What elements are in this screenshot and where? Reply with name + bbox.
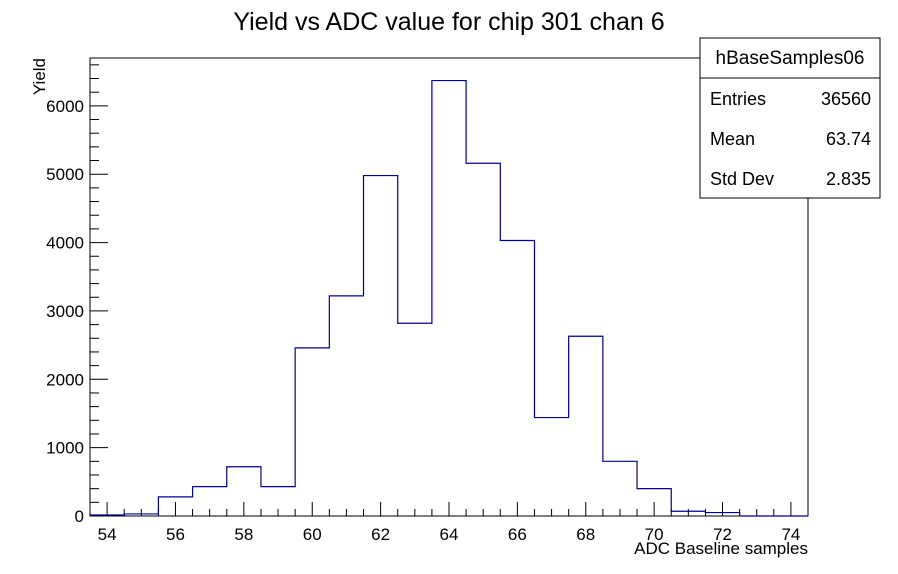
x-tick-label: 66 [508,525,527,544]
stats-entries-value: 36560 [821,89,871,109]
x-tick-label: 72 [713,525,732,544]
x-tick-label: 62 [371,525,390,544]
stats-box: hBaseSamples06 Entries 36560 Mean 63.74 … [699,37,881,199]
x-axis-label: ADC Baseline samples [634,539,808,558]
y-tick-label: 4000 [46,234,84,253]
y-tick-label: 0 [75,507,84,526]
y-tick-label: 3000 [46,302,84,321]
x-tick-label: 54 [98,525,117,544]
stats-mean-label: Mean [710,129,755,149]
histogram-bin [603,461,637,516]
y-tick-label: 5000 [46,165,84,184]
x-tick-label: 68 [576,525,595,544]
histogram-bin [364,176,398,516]
y-tick-label: 6000 [46,97,84,116]
stats-box-name: hBaseSamples06 [716,48,865,69]
stats-stddev-value: 2.835 [826,169,871,189]
histogram-bin [295,348,329,516]
stats-mean-value: 63.74 [826,129,871,149]
stats-box-frame [699,37,881,199]
x-tick-label: 60 [303,525,322,544]
histogram-outline [89,79,808,517]
histogram-bin [398,323,432,516]
histogram-bin [466,163,500,516]
stats-entries-label: Entries [710,89,766,109]
y-axis: 0 1000 2000 3000 4000 5000 6000 [46,64,108,526]
y-tick-label: 2000 [46,370,84,389]
y-tick-label: 1000 [46,439,84,458]
histogram-bin [569,336,603,516]
x-axis: 54 56 58 60 62 64 66 68 70 72 74 [98,502,800,544]
y-axis-label: Yield [30,58,49,95]
x-tick-label: 58 [234,525,253,544]
x-tick-label: 74 [781,525,800,544]
stats-stddev-label: Std Dev [710,169,774,189]
x-tick-label: 56 [166,525,185,544]
histogram-bin [432,81,466,516]
histogram-bin [329,296,363,516]
x-tick-label: 70 [645,525,664,544]
chart-title: Yield vs ADC value for chip 301 chan 6 [233,8,664,36]
histogram-bin [534,418,568,516]
histogram-bin [500,241,534,516]
x-tick-label: 64 [440,525,459,544]
histogram-bins [90,81,740,516]
